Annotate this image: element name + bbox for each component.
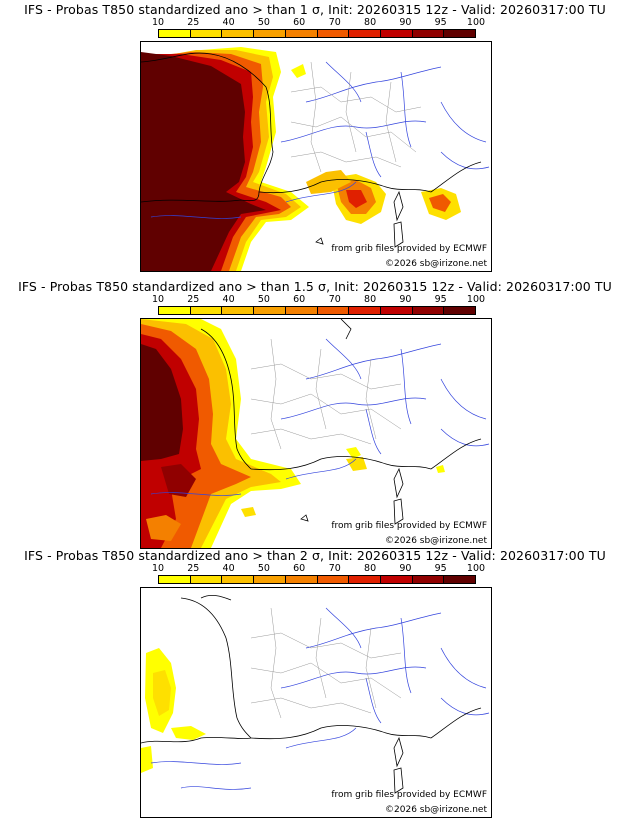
coastlines bbox=[141, 594, 482, 794]
admin-borders bbox=[290, 61, 422, 173]
colorbar-swatch bbox=[380, 307, 413, 314]
colorbar-swatch bbox=[190, 30, 223, 37]
coastlines bbox=[141, 52, 482, 248]
colorbar-swatch bbox=[190, 307, 223, 314]
probability-map: from grib files provided by ECMWF ©2026 … bbox=[140, 41, 492, 272]
probability-map: from grib files provided by ECMWF ©2026 … bbox=[140, 318, 492, 549]
colorbar-swatch bbox=[444, 576, 476, 583]
tick-label: 80 bbox=[364, 294, 377, 305]
tick-label: 100 bbox=[466, 294, 486, 305]
tick-label: 25 bbox=[187, 563, 200, 574]
credit-copyright: ©2026 sb@irizone.net bbox=[385, 536, 487, 546]
credit-copyright: ©2026 sb@irizone.net bbox=[385, 805, 487, 815]
panel-title: IFS - Probas T850 standardized ano > tha… bbox=[24, 548, 606, 563]
colorbar-swatch bbox=[222, 576, 255, 583]
colorbar-swatch bbox=[349, 576, 381, 583]
credit-source: from grib files provided by ECMWF bbox=[331, 521, 487, 531]
colorbar bbox=[158, 575, 476, 584]
map-graphic bbox=[141, 47, 490, 271]
tick-label: 90 bbox=[399, 294, 412, 305]
colorbar-swatch bbox=[285, 30, 318, 37]
colorbar-swatch bbox=[254, 307, 286, 314]
colorbar-swatch bbox=[317, 576, 350, 583]
colorbar bbox=[158, 306, 476, 315]
tick-label: 100 bbox=[466, 563, 486, 574]
colorbar-swatch bbox=[254, 576, 286, 583]
colorbar-swatch bbox=[222, 30, 255, 37]
panel-title: IFS - Probas T850 standardized ano > tha… bbox=[24, 2, 606, 17]
tick-label: 25 bbox=[187, 17, 200, 28]
tick-label: 60 bbox=[293, 294, 306, 305]
colorbar-swatch bbox=[285, 307, 318, 314]
colorbar-swatch bbox=[412, 307, 445, 314]
tick-label: 80 bbox=[364, 17, 377, 28]
tick-label: 50 bbox=[257, 563, 270, 574]
probability-shading bbox=[141, 319, 445, 548]
credit-source: from grib files provided by ECMWF bbox=[331, 790, 487, 800]
colorbar-ticks: 10 25 40 50 60 70 80 90 95 100 bbox=[152, 294, 485, 306]
colorbar bbox=[158, 29, 476, 38]
tick-label: 10 bbox=[151, 17, 165, 28]
probability-shading bbox=[141, 648, 206, 773]
tick-label: 95 bbox=[434, 563, 447, 574]
colorbar-ticks: 10 25 40 50 60 70 80 90 95 100 bbox=[152, 563, 485, 575]
probability-shading bbox=[141, 47, 461, 271]
colorbar-swatch bbox=[412, 576, 445, 583]
colorbar-swatch bbox=[159, 576, 191, 583]
map-panel-2sigma: IFS - Probas T850 standardized ano > tha… bbox=[0, 548, 630, 818]
colorbar-swatch bbox=[190, 576, 223, 583]
colorbar-swatch bbox=[254, 30, 286, 37]
tick-label: 40 bbox=[222, 563, 235, 574]
colorbar-swatch bbox=[317, 30, 350, 37]
tick-label: 70 bbox=[328, 17, 341, 28]
probability-map: from grib files provided by ECMWF ©2026 … bbox=[140, 587, 492, 818]
tick-label: 10 bbox=[151, 294, 165, 305]
admin-borders bbox=[250, 607, 402, 719]
tick-label: 70 bbox=[328, 563, 341, 574]
tick-label: 90 bbox=[399, 17, 412, 28]
tick-label: 95 bbox=[434, 17, 447, 28]
rivers bbox=[150, 338, 490, 496]
colorbar-swatch bbox=[285, 576, 318, 583]
credit-source: from grib files provided by ECMWF bbox=[331, 244, 487, 254]
tick-label: 100 bbox=[466, 17, 486, 28]
tick-label: 60 bbox=[293, 17, 306, 28]
colorbar-ticks: 10 25 40 50 60 70 80 90 95 100 bbox=[152, 17, 485, 29]
map-panel-1sigma: IFS - Probas T850 standardized ano > tha… bbox=[0, 2, 630, 272]
colorbar-swatch bbox=[159, 30, 191, 37]
colorbar-swatch bbox=[222, 307, 255, 314]
colorbar-swatch bbox=[444, 307, 476, 314]
tick-label: 25 bbox=[187, 294, 200, 305]
credit-copyright: ©2026 sb@irizone.net bbox=[385, 259, 487, 269]
coastlines bbox=[200, 319, 482, 525]
colorbar-swatch bbox=[159, 307, 191, 314]
tick-label: 60 bbox=[293, 563, 306, 574]
colorbar-swatch bbox=[412, 30, 445, 37]
tick-label: 50 bbox=[257, 17, 270, 28]
panel-title: IFS - Probas T850 standardized ano > tha… bbox=[18, 279, 612, 294]
tick-label: 50 bbox=[257, 294, 270, 305]
map-panel-1-5sigma: IFS - Probas T850 standardized ano > tha… bbox=[0, 279, 630, 549]
tick-label: 90 bbox=[399, 563, 412, 574]
colorbar-swatch bbox=[349, 307, 381, 314]
rivers bbox=[150, 607, 490, 790]
map-graphic bbox=[141, 594, 490, 794]
colorbar-swatch bbox=[317, 307, 350, 314]
tick-label: 40 bbox=[222, 17, 235, 28]
colorbar-swatch bbox=[380, 30, 413, 37]
colorbar-swatch bbox=[349, 30, 381, 37]
map-graphic bbox=[141, 319, 490, 548]
tick-label: 40 bbox=[222, 294, 235, 305]
tick-label: 80 bbox=[364, 563, 377, 574]
colorbar-swatch bbox=[444, 30, 476, 37]
admin-borders bbox=[250, 338, 402, 450]
tick-label: 70 bbox=[328, 294, 341, 305]
tick-label: 95 bbox=[434, 294, 447, 305]
tick-label: 10 bbox=[151, 563, 165, 574]
colorbar-swatch bbox=[380, 576, 413, 583]
